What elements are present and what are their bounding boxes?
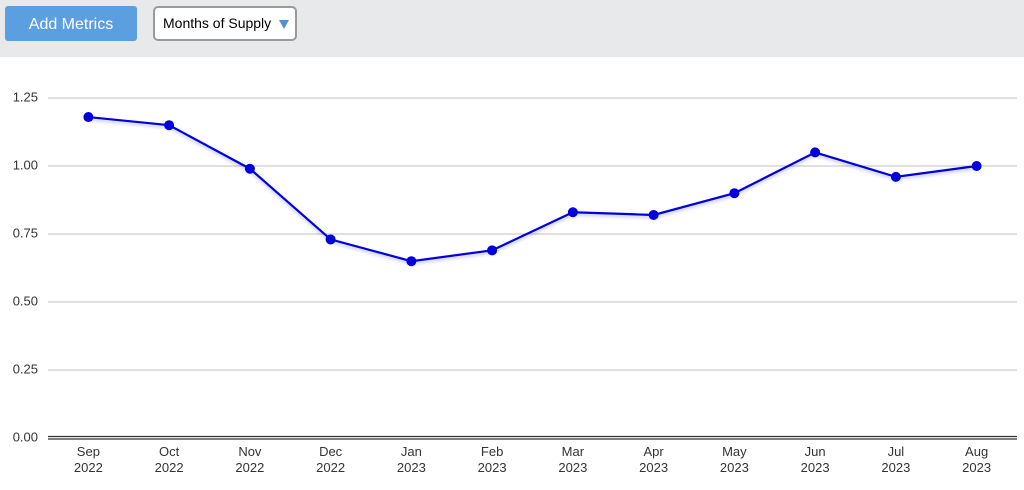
x-tick-label: Sep 2022 — [73, 444, 103, 475]
point — [890, 171, 901, 182]
point — [244, 163, 255, 174]
x-tick-label: Jan 2023 — [396, 444, 426, 475]
x-tick-label: May 2023 — [719, 444, 749, 475]
y-tick-label: 0.00 — [13, 429, 38, 444]
point — [648, 209, 659, 220]
point — [406, 256, 417, 267]
x-tick-label: Feb 2023 — [477, 444, 507, 475]
y-tick-label: 0.50 — [13, 293, 38, 308]
point — [810, 147, 821, 158]
y-tick-label: 0.25 — [13, 361, 38, 376]
dropdown-arrow — [279, 20, 289, 29]
add-metrics-button[interactable]: Add Metrics — [5, 6, 137, 41]
point — [487, 245, 498, 256]
x-tick-label: Aug 2023 — [962, 444, 992, 475]
point — [567, 207, 578, 218]
dropdown-label: Months of Supply — [163, 15, 272, 31]
x-tick-label: Oct 2022 — [154, 444, 184, 475]
point — [164, 120, 175, 131]
metric-dropdown[interactable]: Months of Supply — [153, 6, 297, 41]
x-tick-label: Jun 2023 — [800, 444, 830, 475]
x-tick-label: Jul 2023 — [881, 444, 911, 475]
point — [325, 234, 336, 245]
y-tick-label: 0.75 — [13, 225, 38, 240]
line — [88, 115, 977, 263]
y-tick-label: 1.00 — [13, 157, 38, 172]
y-tick-label: 1.25 — [13, 89, 38, 104]
point — [729, 188, 740, 199]
point — [971, 161, 982, 171]
toolbar: Add Metrics Months of Supply — [0, 0, 1024, 57]
point — [83, 112, 94, 123]
x-tick-label: Nov 2022 — [235, 444, 265, 475]
x-tick-label: Dec 2022 — [316, 444, 346, 475]
x-tick-label: Mar 2023 — [558, 444, 588, 475]
x-tick-label: Apr 2023 — [639, 444, 669, 475]
